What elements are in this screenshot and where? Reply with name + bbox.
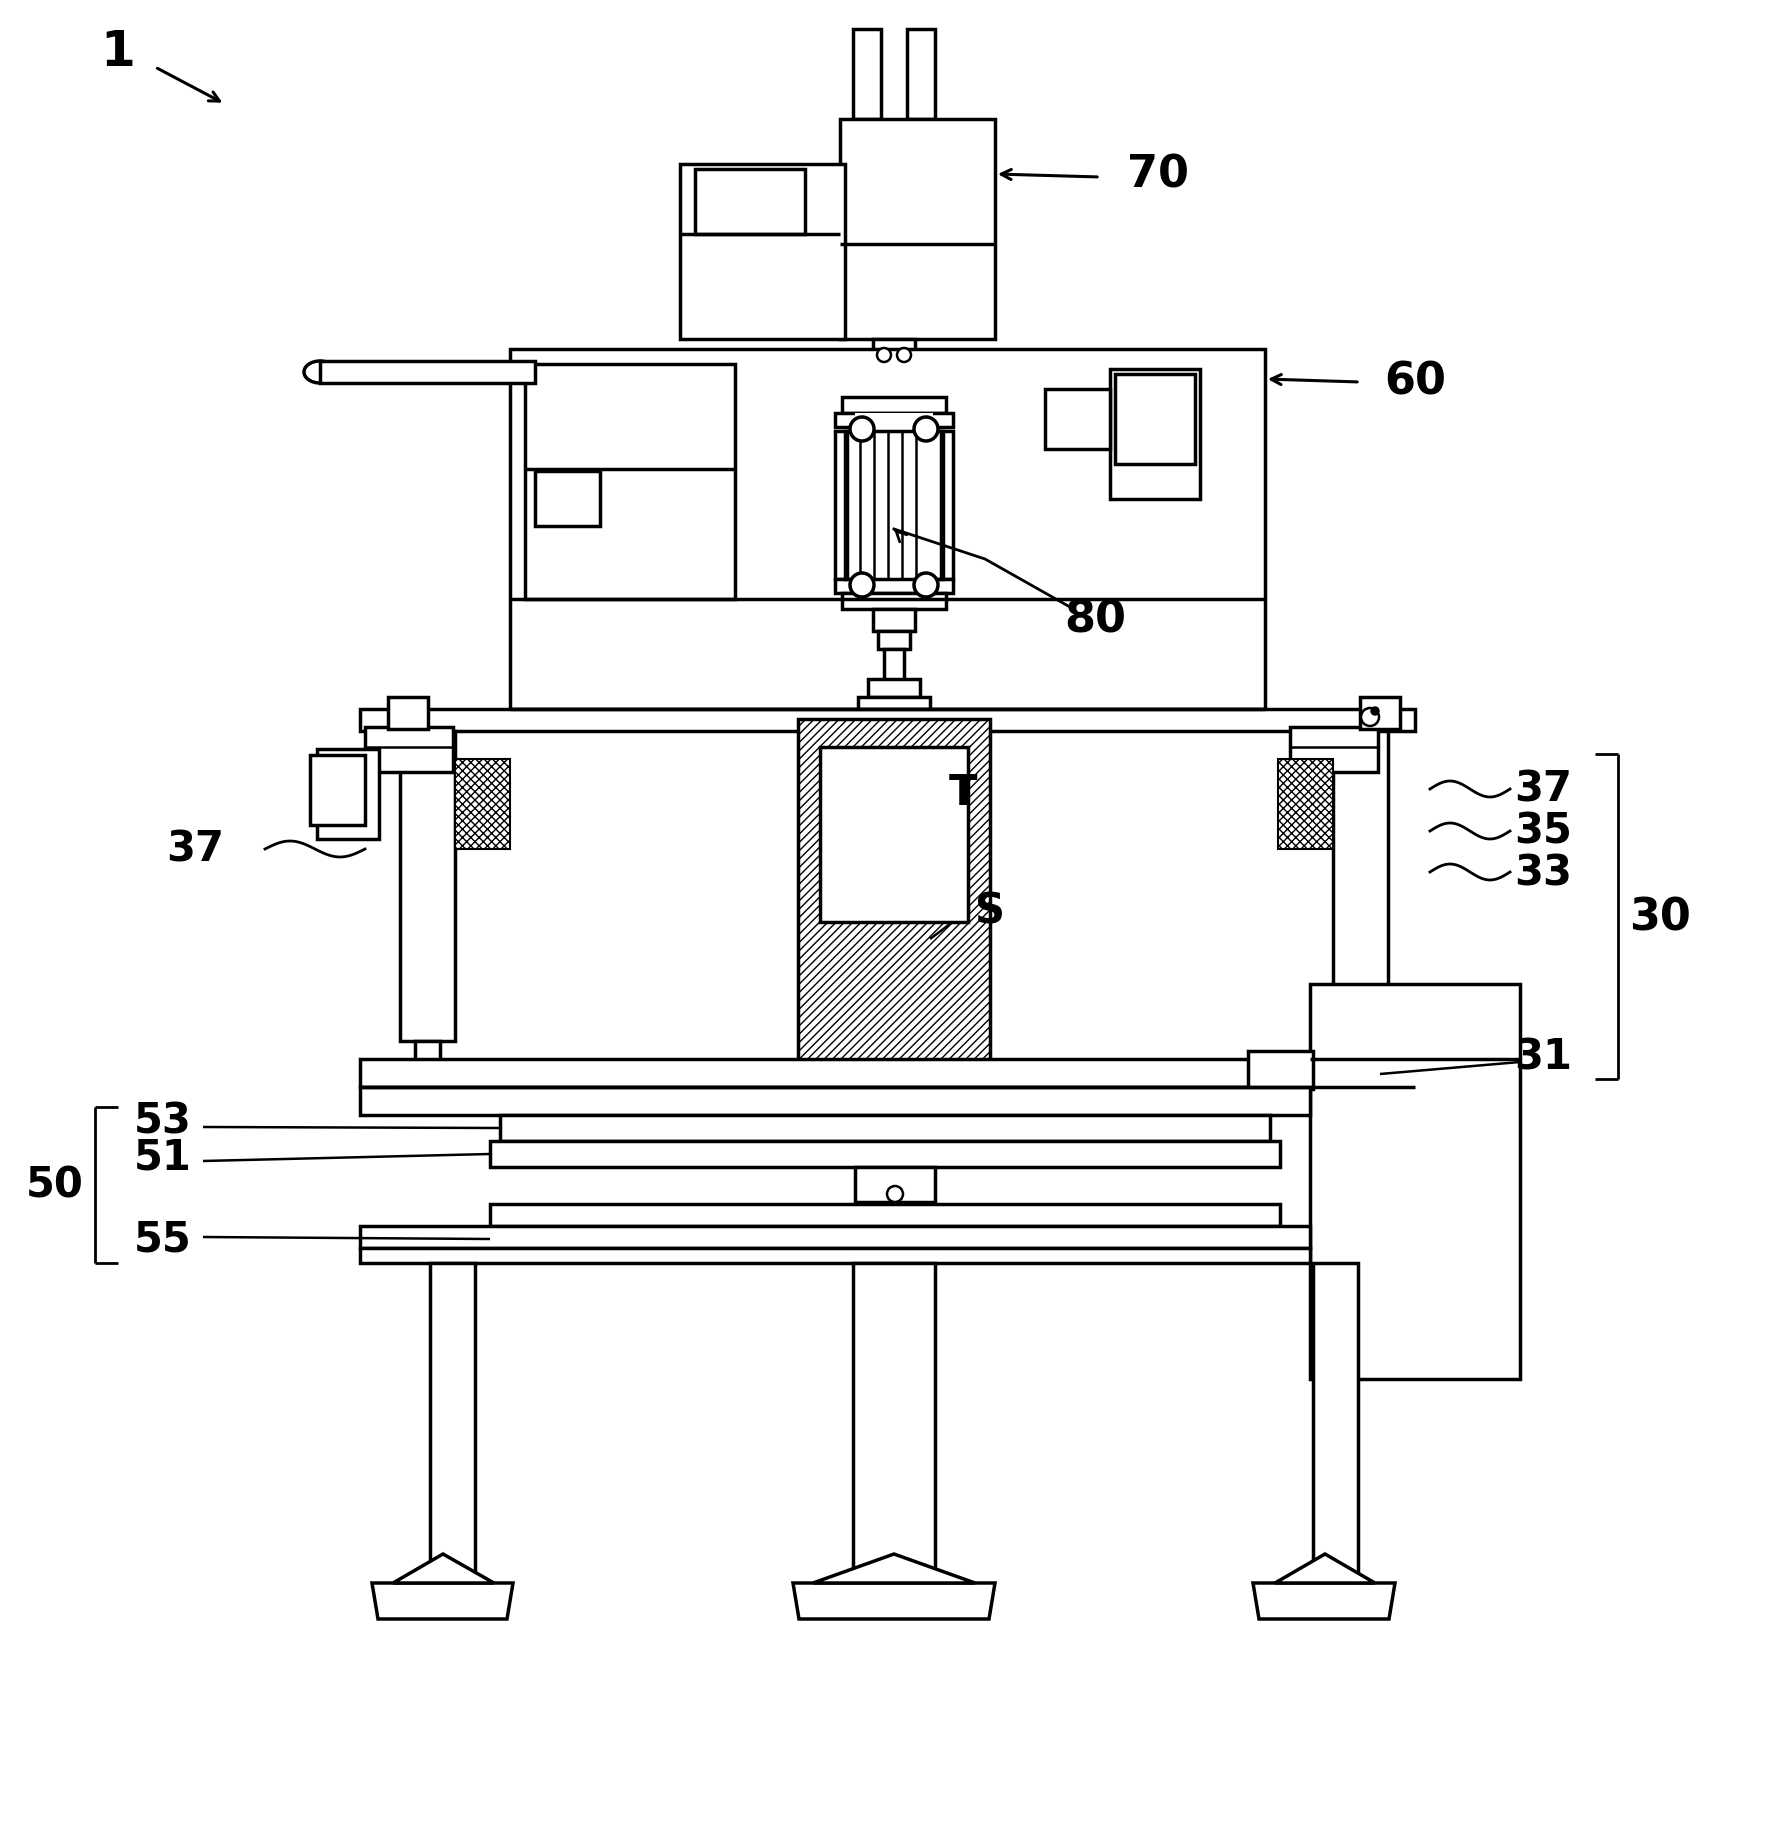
Polygon shape [794,1583,995,1618]
Bar [361,1059,1414,1087]
Bar [856,1168,935,1203]
Bar [820,748,969,923]
Bar [1248,1052,1314,1089]
Circle shape [914,417,939,441]
Text: 33: 33 [1513,851,1572,894]
Bar [842,594,946,611]
Bar [536,473,599,526]
Bar [509,349,1264,710]
Bar [316,750,378,840]
Bar [797,719,990,1100]
Circle shape [850,574,873,598]
Bar [1347,1041,1374,1067]
Circle shape [1370,708,1379,715]
Text: 60: 60 [1384,360,1446,403]
Circle shape [888,1186,903,1203]
Polygon shape [1275,1554,1376,1583]
Text: 80: 80 [1064,598,1126,642]
Text: 55: 55 [134,1217,193,1260]
Bar [907,29,935,120]
Bar [430,1263,476,1583]
Bar [856,414,934,588]
Bar [695,169,804,235]
Circle shape [1361,708,1379,726]
Bar [1116,375,1195,465]
Bar [1045,390,1110,451]
Circle shape [914,574,939,598]
Bar [361,1227,1310,1249]
Bar [845,432,942,579]
Bar [454,760,509,850]
Text: 51: 51 [134,1137,193,1179]
Bar [1314,1263,1358,1583]
Bar [320,362,536,384]
Bar [309,756,364,826]
Bar [361,1249,1310,1263]
Bar [490,1142,1280,1168]
Bar [941,432,953,579]
Circle shape [850,417,873,441]
Bar [882,368,905,397]
Bar [834,432,847,579]
Polygon shape [392,1554,493,1583]
Bar [361,710,1414,732]
Bar [364,728,453,772]
Bar [415,1041,440,1067]
Text: T: T [949,772,978,813]
Bar [1291,728,1377,772]
Bar [387,697,428,730]
Text: 37: 37 [1513,769,1572,811]
Text: 30: 30 [1628,896,1690,940]
Polygon shape [813,1554,974,1583]
Bar [361,1087,1310,1116]
Bar [840,120,995,340]
Text: 35: 35 [1513,811,1572,853]
Bar [1110,370,1200,500]
Bar [1278,760,1333,850]
Bar [490,1205,1280,1227]
Bar [857,697,930,710]
Bar [834,579,953,594]
Text: S: S [974,890,1004,932]
Bar [1360,697,1400,730]
Text: 70: 70 [1126,153,1190,197]
Text: 1: 1 [101,28,136,75]
Circle shape [896,349,911,362]
Ellipse shape [304,362,336,384]
Bar [868,680,919,697]
Polygon shape [1254,1583,1395,1618]
Text: 53: 53 [134,1100,193,1142]
Text: 31: 31 [1513,1037,1572,1078]
Bar [834,414,953,428]
Bar [879,631,911,649]
Bar [525,364,735,600]
Bar [1333,732,1388,1041]
Bar [852,29,880,120]
Bar [1310,984,1520,1379]
Bar [873,340,916,368]
Bar [400,732,454,1041]
Text: 50: 50 [27,1164,83,1205]
Bar [873,611,916,631]
Text: 37: 37 [166,829,225,870]
Polygon shape [371,1583,513,1618]
Bar [681,166,845,340]
Circle shape [877,349,891,362]
Bar [852,1263,935,1583]
Bar [842,397,946,414]
Bar [884,649,903,704]
Bar [500,1116,1269,1142]
